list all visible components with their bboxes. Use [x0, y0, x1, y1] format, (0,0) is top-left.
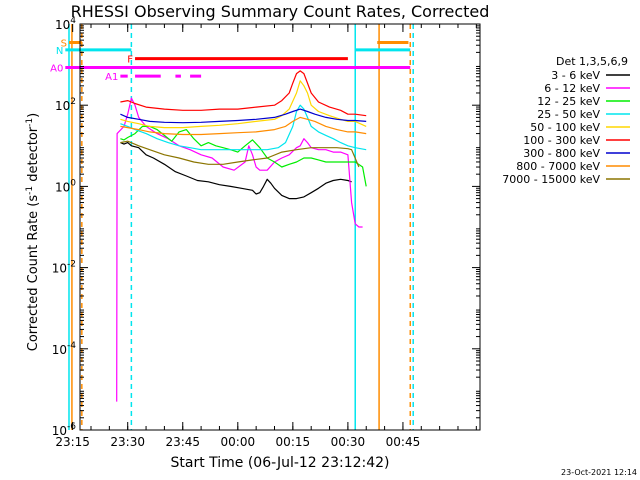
legend-label-3: 25 - 50 keV — [537, 108, 600, 121]
series-line-1 — [116, 97, 363, 402]
state-bar-label-s: S — [61, 39, 67, 50]
y-tick-label-5: 104 — [55, 16, 76, 32]
legend-label-4: 50 - 100 keV — [530, 121, 600, 134]
series-line-8 — [120, 140, 360, 168]
x-tick-label-6: 00:45 — [386, 435, 421, 449]
y-axis-label-sup1: -1 — [25, 186, 35, 195]
y-axis-label-end: ) — [26, 113, 41, 118]
x-tick-label-4: 00:15 — [276, 435, 311, 449]
axes-frame — [79, 23, 481, 431]
state-bar-label-n: N — [56, 46, 63, 57]
legend-label-7: 800 - 7000 keV — [516, 160, 600, 173]
legend-header: Det 1,3,5,6,9 — [556, 55, 628, 68]
plot-area — [68, 24, 414, 430]
legend-label-1: 6 - 12 keV — [544, 82, 600, 95]
axes: 10-6 10-4 10-2 100 102 104 23:15 23:30 23:45 00:0… — [52, 16, 481, 449]
legend-label-0: 3 - 6 keV — [551, 69, 600, 82]
y-tick-label-3: 100 — [55, 178, 76, 194]
y-tick-label-4: 102 — [55, 97, 76, 113]
series-line-5 — [120, 70, 367, 117]
legend-label-8: 7000 - 15000 keV — [502, 173, 600, 186]
x-tick-label-1: 23:30 — [110, 435, 145, 449]
state-bars: SN F A0 A1 — [50, 39, 411, 83]
series-line-7 — [120, 116, 367, 136]
timestamp: 23-Oct-2021 12:14 — [561, 468, 637, 477]
y-tick-label-1: 10-4 — [52, 341, 77, 357]
y-axis-label-sup2: -1 — [25, 118, 35, 127]
x-tick-label-3: 00:00 — [221, 435, 256, 449]
series-line-2 — [120, 125, 367, 187]
y-axis-label-mid: detector — [26, 126, 41, 186]
state-bar-label-a1: A1 — [105, 72, 118, 83]
x-tick-label-2: 23:45 — [165, 435, 200, 449]
y-axis-label-main: Corrected Count Rate (s — [26, 195, 41, 352]
x-axis-label: Start Time (06-Jul-12 23:12:42) — [170, 455, 389, 471]
legend-label-6: 300 - 800 keV — [523, 147, 600, 160]
series-line-0 — [120, 142, 352, 200]
state-bar-label-f: F — [127, 55, 133, 66]
series-line-4 — [120, 80, 367, 129]
chart-title: RHESSI Observing Summary Count Rates, Co… — [71, 2, 490, 21]
x-tick-label-5: 00:30 — [331, 435, 366, 449]
y-axis-label: Corrected Count Rate (s-1 detector-1) — [25, 113, 41, 351]
series-line-6 — [120, 108, 367, 124]
legend-label-2: 12 - 25 keV — [537, 95, 600, 108]
y-tick-label-2: 10-2 — [52, 260, 76, 276]
x-tick-label-0: 23:15 — [55, 435, 90, 449]
series-lines — [116, 70, 367, 402]
y-tick-label-0: 10-6 — [52, 422, 77, 438]
series-line-3 — [120, 104, 367, 151]
legend-label-5: 100 - 300 keV — [523, 134, 600, 147]
state-bar-label-a0: A0 — [50, 63, 63, 74]
